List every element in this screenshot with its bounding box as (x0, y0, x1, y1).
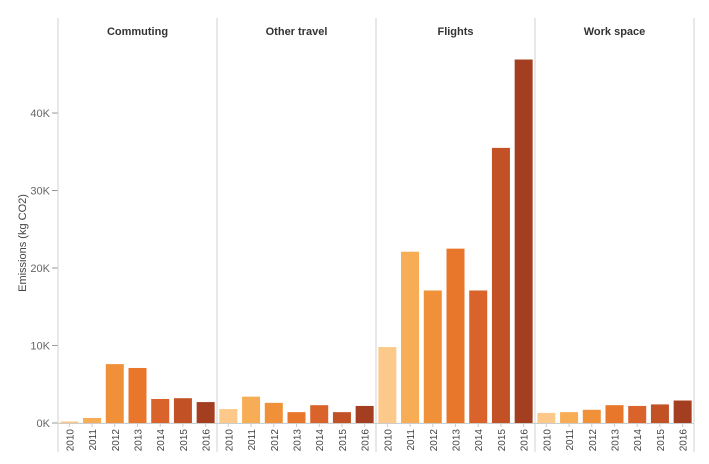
bar-other-travel-2012[interactable] (264, 402, 283, 423)
x-tick-label: 2012 (270, 429, 281, 452)
bar-commuting-2012[interactable] (105, 364, 124, 423)
x-tick-label: 2012 (588, 429, 599, 452)
x-tick-label: 2011 (406, 429, 417, 451)
bar-flights-2013[interactable] (446, 248, 465, 423)
panel-title: Flights (437, 26, 473, 38)
x-tick-label: 2013 (452, 429, 463, 452)
x-tick-label: 2016 (361, 429, 372, 452)
x-tick-label: 2010 (542, 429, 553, 452)
panel-commuting: Commuting 2010 2011 2012 2013 2014 2015 2016 (58, 18, 218, 452)
x-tick-label: 2014 (633, 429, 644, 452)
panel-other-travel: Other travel 2010 2011 2012 2013 2014 2015 2016 (217, 18, 377, 452)
bar-other-travel-2016[interactable] (355, 405, 374, 423)
bar-flights-2011[interactable] (401, 251, 420, 423)
y-axis-title: Emissions (kg CO2) (17, 194, 29, 292)
bar-commuting-2016[interactable] (196, 402, 215, 423)
x-tick-label: 2013 (293, 429, 304, 452)
bar-flights-2014[interactable] (469, 290, 488, 423)
panel-title: Work space (584, 26, 646, 38)
x-tick-label: 2015 (179, 429, 190, 452)
bar-commuting-2011[interactable] (83, 417, 102, 423)
bar-work-space-2013[interactable] (605, 405, 624, 423)
bar-commuting-2014[interactable] (151, 398, 170, 423)
y-axis: Emissions (kg CO2) 0K 10K 20K 30K 40K (17, 18, 59, 452)
bar-work-space-2011[interactable] (560, 412, 579, 423)
y-tick-label: 30K (30, 186, 50, 198)
x-tick-label: 2010 (224, 429, 235, 452)
bar-flights-2016[interactable] (514, 59, 533, 424)
panel-work-space: Work space 2010 2011 2012 2013 2014 2015 2016 (535, 18, 695, 452)
x-tick-label: 2015 (497, 429, 508, 452)
bar-commuting-2010[interactable] (60, 421, 79, 423)
x-tick-label: 2014 (156, 429, 167, 452)
y-tick-label: 10K (30, 341, 50, 353)
bar-work-space-2012[interactable] (582, 409, 601, 423)
x-tick-label: 2014 (474, 429, 485, 452)
bar-commuting-2013[interactable] (128, 367, 147, 423)
bar-flights-2012[interactable] (423, 290, 442, 423)
x-tick-label: 2011 (247, 429, 258, 451)
x-tick-label: 2010 (383, 429, 394, 452)
bar-work-space-2016[interactable] (673, 400, 692, 423)
bar-work-space-2014[interactable] (628, 405, 647, 423)
x-tick-label: 2016 (520, 429, 531, 452)
panel-flights: Flights 2010 2011 2012 2013 2014 2015 2016 (376, 18, 536, 452)
bar-other-travel-2015[interactable] (332, 412, 351, 423)
x-tick-label: 2013 (134, 429, 145, 452)
x-tick-label: 2011 (88, 429, 99, 451)
x-tick-label: 2016 (202, 429, 213, 452)
x-tick-label: 2015 (656, 429, 667, 452)
x-tick-label: 2014 (315, 429, 326, 452)
y-tick-label: 0K (37, 418, 51, 430)
x-tick-label: 2011 (565, 429, 576, 451)
x-tick-label: 2013 (611, 429, 622, 452)
x-tick-label: 2015 (338, 429, 349, 452)
bar-commuting-2015[interactable] (173, 398, 192, 423)
bar-other-travel-2011[interactable] (242, 396, 261, 423)
bar-other-travel-2014[interactable] (310, 405, 329, 423)
bar-work-space-2010[interactable] (537, 412, 556, 423)
x-tick-label: 2012 (429, 429, 440, 452)
x-tick-label: 2012 (111, 429, 122, 452)
y-tick-label: 40K (30, 108, 50, 120)
x-tick-label: 2010 (65, 429, 76, 452)
bar-flights-2010[interactable] (378, 347, 397, 423)
panel-title: Other travel (266, 26, 328, 38)
bar-other-travel-2010[interactable] (219, 409, 238, 423)
x-tick-label: 2016 (679, 429, 690, 452)
panel-title: Commuting (107, 26, 168, 38)
bar-flights-2015[interactable] (491, 147, 510, 423)
y-tick-label: 20K (30, 263, 50, 275)
bar-other-travel-2013[interactable] (287, 412, 306, 423)
bar-work-space-2015[interactable] (650, 404, 669, 423)
